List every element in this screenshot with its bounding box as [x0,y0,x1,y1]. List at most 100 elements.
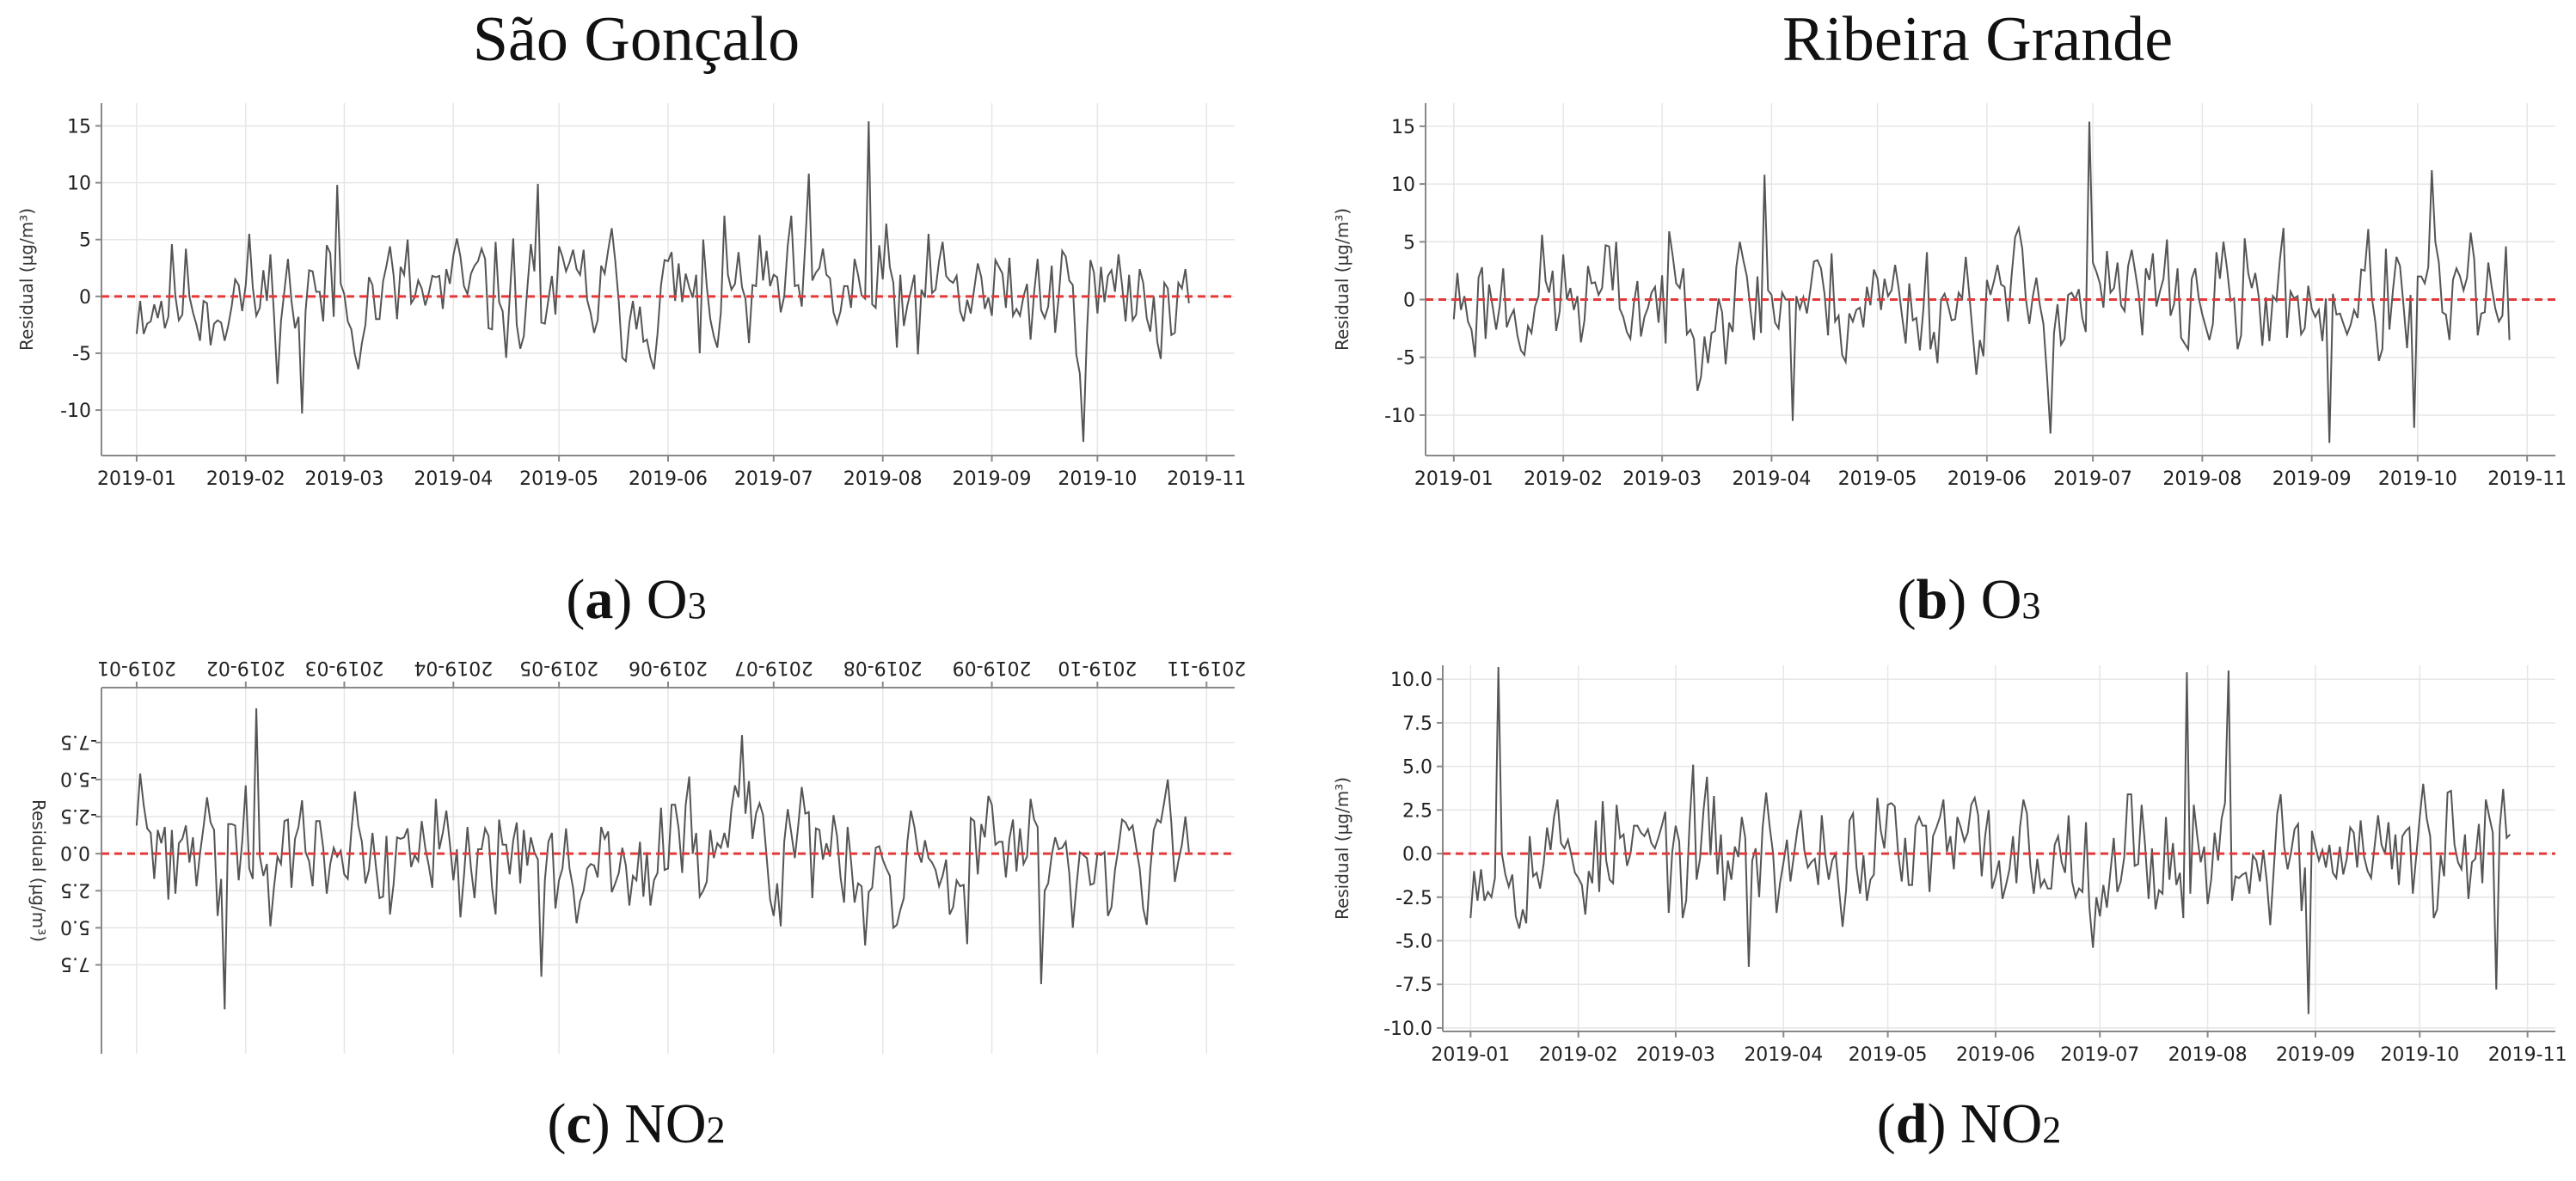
chart-b: -10 -5 0 5 10 15 2019-01 2019-02 2019-03 2019-04 2… [1332,103,2567,490]
x-tick-label: 2019-07 [734,468,813,490]
x-tick-label: 2019-09 [2276,1044,2355,1066]
y-tick-label: 0.0 [60,841,90,863]
y-tick-label: -2.5 [60,805,97,826]
chart-panel-c: -7.5 -5.0 -2.5 0.0 2.5 5.0 7.5 2019-01 2019-02 20… [0,643,1255,1080]
y-tick-label: 2.5 [1402,800,1432,822]
caption-letter: d [1895,1092,1928,1155]
y-tick-label: -7.5 [60,731,97,752]
caption-subscript: 3 [687,584,707,627]
x-tick-label: 2019-01 [97,468,176,490]
chart-panel-d: -10.0 -7.5 -5.0 -2.5 0.0 2.5 5.0 7.5 10.0 2019-01… [1316,643,2576,1080]
column-title-ribeira-grande: Ribeira Grande [1782,4,2174,75]
x-tick-label: 2019-11 [1167,468,1246,490]
caption-species: NO [624,1092,707,1155]
x-tick-label: 2019-10 [1058,657,1137,678]
caption-letter: a [585,568,614,631]
y-tick-label: 0 [79,287,91,309]
x-tick-label: 2019-07 [2060,1044,2139,1066]
x-tick-label: 2019-07 [734,657,813,678]
y-tick-label: 10 [67,174,91,195]
x-tick-label: 2019-10 [2380,1044,2459,1066]
y-tick-label: -5 [72,344,91,365]
y-tick-label: -2.5 [1395,888,1432,909]
x-tick-label: 2019-03 [304,468,383,490]
y-tick-label: 5 [79,230,91,252]
plot-area: -10.0 -7.5 -5.0 -2.5 0.0 2.5 5.0 7.5 10.0 2019-01… [1332,665,2567,1066]
y-axis-label: Residual (µg/m³) [16,208,37,351]
y-tick-label: 15 [1391,117,1415,138]
chart-d: -10.0 -7.5 -5.0 -2.5 0.0 2.5 5.0 7.5 10.0 2019-01… [1332,665,2567,1066]
caption-b: (b) O3 [1897,568,2041,631]
caption-species: O [646,568,688,631]
x-tick-label: 2019-05 [519,468,598,490]
y-tick-label: -5.0 [1395,932,1432,953]
caption-species: NO [1960,1092,2043,1155]
residual-series-line [1469,666,2512,1014]
residual-series-line [135,708,1190,1010]
chart-panel-b: -10 -5 0 5 10 15 2019-01 2019-02 2019-03 2019-04 2… [1316,86,2576,550]
x-tick-label: 2019-05 [1849,1044,1928,1066]
x-tick-label: 2019-08 [843,657,923,678]
caption-letter: c [566,1092,592,1155]
x-tick-label: 2019-02 [1539,1044,1618,1066]
x-tick-label: 2019-11 [2488,1044,2567,1066]
caption-letter: b [1916,568,1948,631]
y-tick-label: 2.5 [60,878,90,900]
x-tick-label: 2019-02 [206,468,285,490]
x-tick-label: 2019-02 [206,657,285,678]
y-tick-label: 0 [1403,291,1415,312]
x-tick-label: 2019-09 [953,657,1032,678]
x-tick-label: 2019-07 [2053,468,2132,490]
caption-d: (d) NO2 [1876,1092,2062,1155]
plot-area: -10 -5 0 5 10 15 2019-01 2019-02 2019-03 2019-04 2… [16,103,1246,490]
y-tick-label: -5.0 [60,768,97,789]
x-tick-label: 2019-03 [1622,468,1702,490]
x-tick-label: 2019-11 [1167,657,1246,678]
x-tick-label: 2019-06 [1947,468,2027,490]
x-tick-label: 2019-05 [1838,468,1917,490]
y-tick-label: -10.0 [1383,1019,1432,1040]
x-tick-label: 2019-05 [519,657,598,678]
y-tick-label: 7.5 [1402,713,1432,735]
caption-c: (c) NO2 [547,1092,726,1155]
y-axis-label: Residual (µg/m³) [1332,208,1352,351]
y-tick-label: -5 [1396,348,1415,370]
x-tick-label: 2019-10 [1058,468,1137,490]
x-tick-label: 2019-10 [2378,468,2457,490]
y-tick-label: 15 [67,116,91,138]
x-tick-label: 2019-11 [2487,468,2567,490]
residual-series-line [1452,121,2511,444]
plot-area: -10 -5 0 5 10 15 2019-01 2019-02 2019-03 2019-04 2… [1332,103,2567,490]
y-tick-label: 7.5 [60,953,90,975]
x-tick-label: 2019-06 [629,468,708,490]
chart-panel-a: -10 -5 0 5 10 15 2019-01 2019-02 2019-03 2019-04 2… [0,86,1255,550]
x-tick-label: 2019-01 [1414,468,1493,490]
x-tick-label: 2019-04 [414,657,493,678]
y-axis-label: Residual (µg/m³) [28,799,49,942]
y-tick-label: 10.0 [1390,670,1432,691]
x-tick-label: 2019-06 [629,657,708,678]
x-tick-label: 2019-08 [2162,468,2242,490]
x-tick-label: 2019-08 [843,468,923,490]
x-tick-label: 2019-02 [1524,468,1603,490]
x-tick-label: 2019-03 [304,657,383,678]
x-tick-label: 2019-08 [2168,1044,2248,1066]
plot-area: -7.5 -5.0 -2.5 0.0 2.5 5.0 7.5 2019-01 2019-02 20… [28,657,1246,1054]
caption-a: (a) O3 [566,568,707,631]
x-tick-label: 2019-03 [1636,1044,1715,1066]
chart-c: -7.5 -5.0 -2.5 0.0 2.5 5.0 7.5 2019-01 2019-02 20… [28,657,1246,1054]
x-tick-label: 2019-04 [1732,468,1811,490]
y-tick-label: 0.0 [1402,844,1432,866]
y-tick-label: -10 [1384,406,1415,427]
x-tick-label: 2019-04 [1744,1044,1823,1066]
y-tick-label: -10 [60,401,91,422]
y-tick-label: 10 [1391,174,1415,196]
x-tick-label: 2019-01 [1431,1044,1510,1066]
caption-species: O [1980,568,2022,631]
caption-subscript: 3 [2021,584,2041,627]
chart-a: -10 -5 0 5 10 15 2019-01 2019-02 2019-03 2019-04 2… [16,103,1246,490]
column-title-sao-goncalo: São Gonçalo [472,4,800,75]
caption-subscript: 2 [2042,1109,2062,1151]
y-tick-label: 5 [1403,232,1415,254]
y-tick-label: 5.0 [60,915,90,937]
